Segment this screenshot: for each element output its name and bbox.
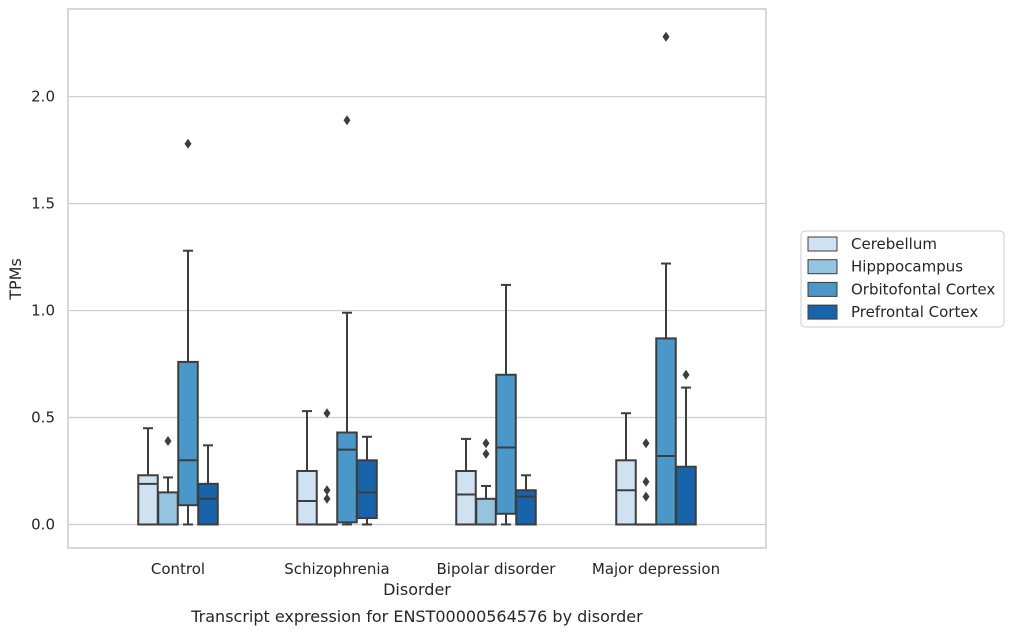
- plot-frame: [67, 8, 767, 549]
- legend-label: Orbitofontal Cortex: [851, 280, 995, 298]
- box-prefrontal-cortex: [197, 444, 219, 526]
- y-tick-label: 0.5: [31, 409, 55, 427]
- box-body: [157, 491, 179, 526]
- box-body: [475, 497, 497, 526]
- boxes: [137, 31, 697, 526]
- outlier-point: [682, 369, 690, 380]
- x-tick-label: Control: [151, 560, 205, 578]
- box-body: [197, 482, 219, 526]
- box-body: [655, 337, 677, 526]
- x-axis-label: Disorder: [383, 580, 451, 599]
- outlier-point: [343, 115, 351, 126]
- box-hipppocampus: [635, 438, 657, 526]
- legend-frame: [800, 230, 1005, 328]
- x-tick-labels: Control Schizophrenia Bipolar disorder Majo…: [151, 560, 720, 578]
- box-body: [615, 459, 637, 526]
- box-hipppocampus: [157, 436, 179, 526]
- box-cerebellum: [296, 410, 318, 526]
- box-hipppocampus: [316, 408, 338, 526]
- box-body: [356, 459, 378, 520]
- outlier-point: [323, 408, 331, 419]
- box-prefrontal-cortex: [356, 435, 378, 526]
- box-body: [336, 431, 358, 524]
- legend: Cerebellum Hipppocampus Orbitofontal Corte…: [800, 230, 1005, 328]
- outlier-point: [642, 438, 650, 449]
- x-tick-label: Schizophrenia: [284, 560, 389, 578]
- y-tick-label: 2.0: [31, 88, 55, 106]
- legend-swatch: [807, 236, 838, 252]
- box-prefrontal-cortex: [515, 474, 537, 526]
- box-body: [296, 470, 318, 526]
- box-cerebellum: [615, 412, 637, 526]
- box-body: [137, 474, 159, 526]
- box-body: [455, 470, 477, 526]
- y-tick-label: 1.5: [31, 195, 55, 213]
- y-axis-label: TPMs: [6, 258, 25, 301]
- legend-label: Prefrontal Cortex: [851, 303, 978, 321]
- box-orbitofontal-cortex: [336, 115, 358, 526]
- legend-label: Cerebellum: [851, 235, 937, 253]
- outlier-point: [662, 31, 670, 42]
- box-body: [177, 360, 199, 507]
- box-cerebellum: [137, 427, 159, 526]
- box-body: [495, 373, 517, 515]
- legend-label: Hipppocampus: [851, 258, 963, 276]
- legend-swatch: [807, 281, 838, 297]
- box-orbitofontal-cortex: [495, 283, 517, 526]
- legend-swatch: [807, 259, 838, 275]
- outlier-point: [184, 138, 192, 149]
- outlier-point: [482, 448, 490, 459]
- box-cerebellum: [455, 437, 477, 526]
- x-tick-label: Major depression: [592, 560, 720, 578]
- x-tick-label: Bipolar disorder: [437, 560, 557, 578]
- y-tick-labels: 0.0 0.5 1.0 1.5 2.0: [31, 88, 55, 534]
- outlier-point: [642, 476, 650, 487]
- figure-caption: Transcript expression for ENST0000056457…: [190, 607, 643, 626]
- outlier-point: [642, 491, 650, 502]
- outlier-point: [323, 485, 331, 496]
- y-tick-label: 1.0: [31, 302, 55, 320]
- box-orbitofontal-cortex: [177, 138, 199, 526]
- outlier-point: [323, 493, 331, 504]
- outlier-point: [164, 436, 172, 447]
- box-body: [515, 489, 537, 526]
- legend-swatch: [807, 304, 838, 320]
- box-prefrontal-cortex: [675, 369, 697, 526]
- y-tick-label: 0.0: [31, 515, 55, 533]
- box-body: [675, 465, 697, 526]
- box-orbitofontal-cortex: [655, 31, 677, 526]
- outlier-point: [482, 438, 490, 449]
